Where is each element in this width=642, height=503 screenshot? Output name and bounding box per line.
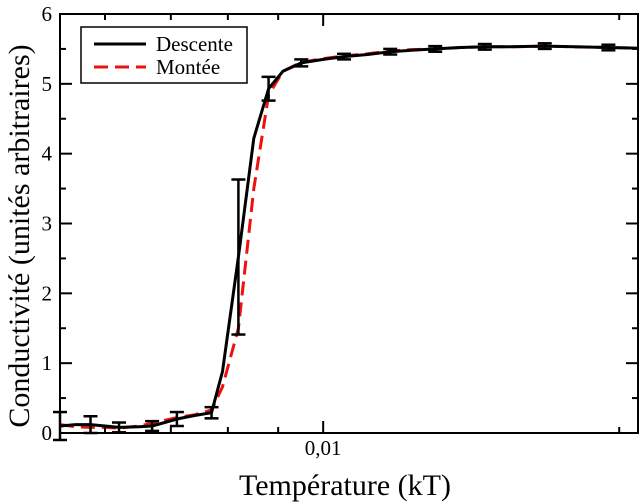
series-montee-line	[59, 44, 639, 430]
legend-label-descente: Descente	[156, 32, 233, 56]
error-bar	[294, 58, 309, 68]
error-bar	[383, 47, 398, 56]
error-bars	[53, 42, 616, 442]
y-tick-label: 3	[42, 212, 53, 236]
y-tick-label: 4	[42, 142, 53, 166]
series-descente	[59, 44, 639, 429]
error-bar	[231, 178, 246, 336]
error-bar	[428, 44, 443, 53]
error-bar	[261, 75, 276, 102]
y-axis-label: Conductivité (unités arbitraires)	[3, 44, 36, 427]
y-tick-label: 5	[42, 72, 53, 96]
y-tick-label: 2	[42, 281, 53, 305]
y-tick-label: 6	[42, 2, 53, 26]
series-descente-line	[59, 44, 639, 429]
error-bar	[337, 52, 352, 61]
error-bar	[204, 405, 219, 420]
error-bar	[477, 42, 492, 51]
legend-box	[80, 26, 248, 84]
x-axis-label: Température (kT)	[239, 469, 451, 502]
y-tick-label: 0	[42, 421, 53, 445]
error-bar	[601, 43, 616, 52]
y-tick-label: 1	[42, 351, 53, 375]
x-tick-label: 0,01	[305, 436, 342, 460]
legend-label-montee: Montée	[156, 55, 220, 79]
legend: Descente Montée	[80, 26, 248, 84]
error-bar	[537, 42, 552, 51]
error-bar	[169, 410, 184, 428]
error-bar	[145, 419, 160, 433]
axis-ticks: 0 1 2 3 4 5 6 0,01	[42, 2, 638, 460]
plot-content	[53, 42, 639, 442]
series-montee	[59, 44, 639, 430]
